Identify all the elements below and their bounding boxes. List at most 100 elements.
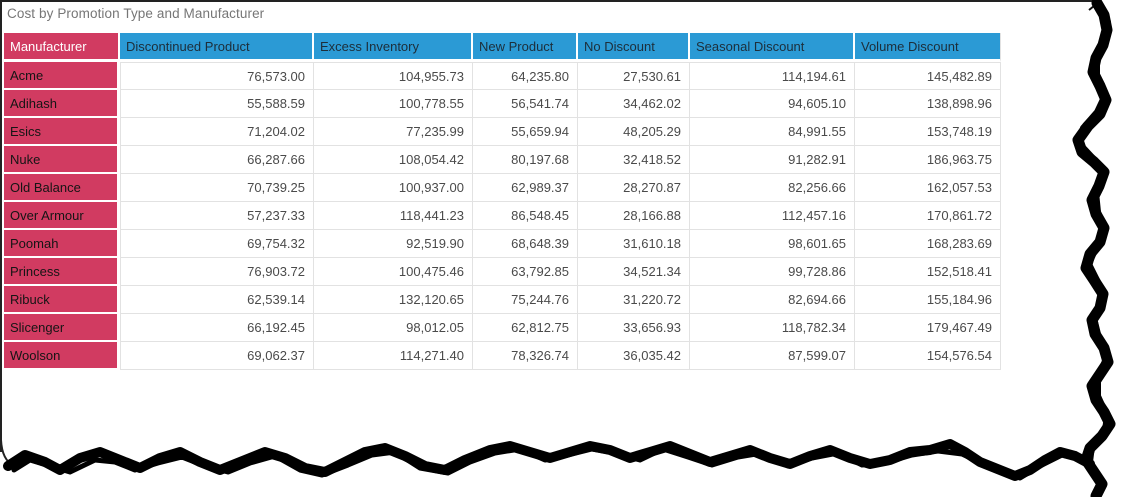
- value-cell[interactable]: 36,035.42: [578, 342, 690, 370]
- table-row: Adihash 55,588.59 100,778.55 56,541.74 34,46…: [4, 90, 1001, 118]
- value-cell[interactable]: 48,205.29: [578, 118, 690, 146]
- value-cell[interactable]: 155,184.96: [855, 286, 1001, 314]
- row-header-cell[interactable]: Nuke: [4, 146, 120, 174]
- visual-title: Cost by Promotion Type and Manufacturer: [7, 6, 265, 21]
- value-cell[interactable]: 34,462.02: [578, 90, 690, 118]
- value-cell[interactable]: 86,548.45: [473, 202, 578, 230]
- row-header-cell[interactable]: Woolson: [4, 342, 120, 370]
- value-cell[interactable]: 62,989.37: [473, 174, 578, 202]
- value-cell[interactable]: 82,256.66: [690, 174, 855, 202]
- table-row: Over Armour 57,237.33 118,441.23 86,548.45 2…: [4, 202, 1001, 230]
- value-cell[interactable]: 154,576.54: [855, 342, 1001, 370]
- matrix-body: Acme 76,573.00 104,955.73 64,235.80 27,530.6…: [4, 62, 1001, 370]
- value-cell[interactable]: 92,519.90: [314, 230, 473, 258]
- matrix-table: Manufacturer Discontinued Product Excess …: [4, 33, 1001, 370]
- value-cell[interactable]: 114,271.40: [314, 342, 473, 370]
- value-cell[interactable]: 71,204.02: [120, 118, 314, 146]
- value-cell[interactable]: 82,694.66: [690, 286, 855, 314]
- table-row: Esics 71,204.02 77,235.99 55,659.94 48,205.2…: [4, 118, 1001, 146]
- value-cell[interactable]: 94,605.10: [690, 90, 855, 118]
- corner-header-cell[interactable]: Manufacturer: [4, 33, 120, 62]
- value-cell[interactable]: 62,539.14: [120, 286, 314, 314]
- column-header-cell[interactable]: Volume Discount: [855, 33, 1001, 62]
- value-cell[interactable]: 162,057.53: [855, 174, 1001, 202]
- row-header-cell[interactable]: Acme: [4, 62, 120, 90]
- value-cell[interactable]: 186,963.75: [855, 146, 1001, 174]
- value-cell[interactable]: 62,812.75: [473, 314, 578, 342]
- value-cell[interactable]: 152,518.41: [855, 258, 1001, 286]
- row-header-cell[interactable]: Esics: [4, 118, 120, 146]
- value-cell[interactable]: 77,235.99: [314, 118, 473, 146]
- value-cell[interactable]: 75,244.76: [473, 286, 578, 314]
- value-cell[interactable]: 27,530.61: [578, 62, 690, 90]
- row-header-cell[interactable]: Over Armour: [4, 202, 120, 230]
- row-header-cell[interactable]: Ribuck: [4, 286, 120, 314]
- table-row: Old Balance 70,739.25 100,937.00 62,989.37 2…: [4, 174, 1001, 202]
- table-row: Nuke 66,287.66 108,054.42 80,197.68 32,418.5…: [4, 146, 1001, 174]
- row-header-cell[interactable]: Adihash: [4, 90, 120, 118]
- value-cell[interactable]: 168,283.69: [855, 230, 1001, 258]
- value-cell[interactable]: 100,937.00: [314, 174, 473, 202]
- table-row: Slicenger 66,192.45 98,012.05 62,812.75 33,6…: [4, 314, 1001, 342]
- value-cell[interactable]: 104,955.73: [314, 62, 473, 90]
- value-cell[interactable]: 99,728.86: [690, 258, 855, 286]
- value-cell[interactable]: 118,441.23: [314, 202, 473, 230]
- value-cell[interactable]: 132,120.65: [314, 286, 473, 314]
- value-cell[interactable]: 98,601.65: [690, 230, 855, 258]
- value-cell[interactable]: 145,482.89: [855, 62, 1001, 90]
- value-cell[interactable]: 78,326.74: [473, 342, 578, 370]
- value-cell[interactable]: 80,197.68: [473, 146, 578, 174]
- value-cell[interactable]: 64,235.80: [473, 62, 578, 90]
- column-header-cell[interactable]: Discontinued Product: [120, 33, 314, 62]
- column-header-cell[interactable]: New Product: [473, 33, 578, 62]
- value-cell[interactable]: 170,861.72: [855, 202, 1001, 230]
- value-cell[interactable]: 112,457.16: [690, 202, 855, 230]
- value-cell[interactable]: 63,792.85: [473, 258, 578, 286]
- table-row: Poomah 69,754.32 92,519.90 68,648.39 31,610.…: [4, 230, 1001, 258]
- row-header-cell[interactable]: Slicenger: [4, 314, 120, 342]
- value-cell[interactable]: 76,573.00: [120, 62, 314, 90]
- value-cell[interactable]: 69,062.37: [120, 342, 314, 370]
- table-row: Acme 76,573.00 104,955.73 64,235.80 27,530.6…: [4, 62, 1001, 90]
- row-header-cell[interactable]: Poomah: [4, 230, 120, 258]
- value-cell[interactable]: 118,782.34: [690, 314, 855, 342]
- column-header-cell[interactable]: Excess Inventory: [314, 33, 473, 62]
- value-cell[interactable]: 66,192.45: [120, 314, 314, 342]
- table-row: Ribuck 62,539.14 132,120.65 75,244.76 31,220…: [4, 286, 1001, 314]
- value-cell[interactable]: 66,287.66: [120, 146, 314, 174]
- value-cell[interactable]: 100,778.55: [314, 90, 473, 118]
- value-cell[interactable]: 33,656.93: [578, 314, 690, 342]
- value-cell[interactable]: 108,054.42: [314, 146, 473, 174]
- value-cell[interactable]: 56,541.74: [473, 90, 578, 118]
- value-cell[interactable]: 28,166.88: [578, 202, 690, 230]
- value-cell[interactable]: 28,270.87: [578, 174, 690, 202]
- value-cell[interactable]: 69,754.32: [120, 230, 314, 258]
- value-cell[interactable]: 76,903.72: [120, 258, 314, 286]
- value-cell[interactable]: 98,012.05: [314, 314, 473, 342]
- column-header-cell[interactable]: No Discount: [578, 33, 690, 62]
- table-row: Princess 76,903.72 100,475.46 63,792.85 34,5…: [4, 258, 1001, 286]
- value-cell[interactable]: 31,220.72: [578, 286, 690, 314]
- value-cell[interactable]: 34,521.34: [578, 258, 690, 286]
- row-header-cell[interactable]: Old Balance: [4, 174, 120, 202]
- value-cell[interactable]: 32,418.52: [578, 146, 690, 174]
- column-header-row: Manufacturer Discontinued Product Excess …: [4, 33, 1001, 62]
- value-cell[interactable]: 57,237.33: [120, 202, 314, 230]
- value-cell[interactable]: 31,610.18: [578, 230, 690, 258]
- value-cell[interactable]: 179,467.49: [855, 314, 1001, 342]
- value-cell[interactable]: 84,991.55: [690, 118, 855, 146]
- value-cell[interactable]: 68,648.39: [473, 230, 578, 258]
- value-cell[interactable]: 70,739.25: [120, 174, 314, 202]
- value-cell[interactable]: 100,475.46: [314, 258, 473, 286]
- value-cell[interactable]: 55,659.94: [473, 118, 578, 146]
- value-cell[interactable]: 138,898.96: [855, 90, 1001, 118]
- row-header-cell[interactable]: Princess: [4, 258, 120, 286]
- value-cell[interactable]: 87,599.07: [690, 342, 855, 370]
- value-cell[interactable]: 91,282.91: [690, 146, 855, 174]
- value-cell[interactable]: 153,748.19: [855, 118, 1001, 146]
- value-cell[interactable]: 55,588.59: [120, 90, 314, 118]
- table-row: Woolson 69,062.37 114,271.40 78,326.74 36,03…: [4, 342, 1001, 370]
- column-header-cell[interactable]: Seasonal Discount: [690, 33, 855, 62]
- value-cell[interactable]: 114,194.61: [690, 62, 855, 90]
